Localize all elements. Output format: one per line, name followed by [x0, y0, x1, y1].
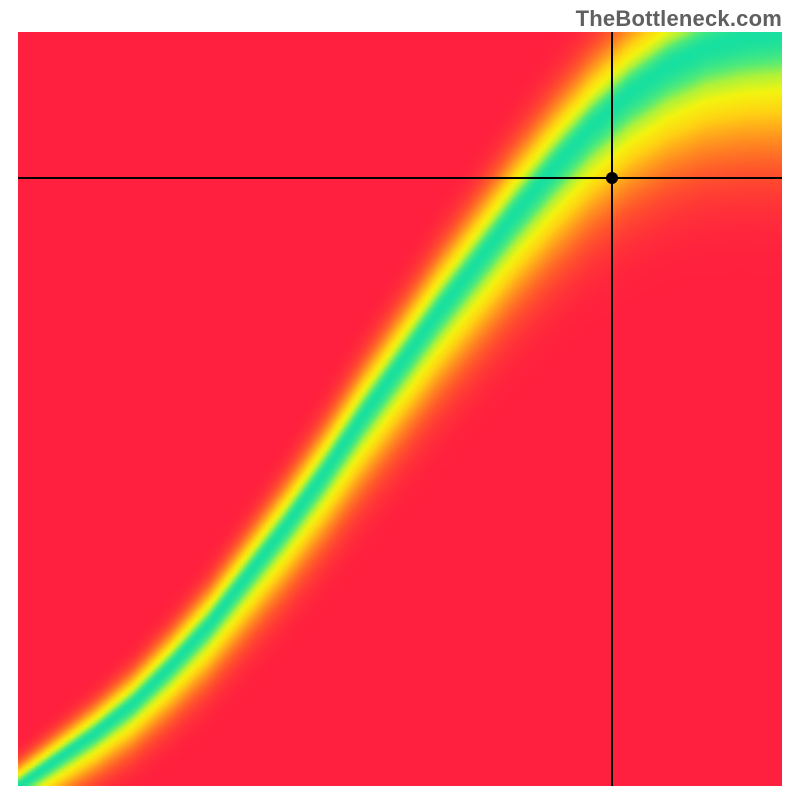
crosshair-horizontal — [18, 177, 782, 179]
chart-container: TheBottleneck.com — [0, 0, 800, 800]
crosshair-vertical — [611, 32, 613, 786]
watermark-text: TheBottleneck.com — [576, 6, 782, 32]
heatmap-plot — [18, 32, 782, 786]
marker-point — [606, 172, 618, 184]
heatmap-canvas — [18, 32, 782, 786]
